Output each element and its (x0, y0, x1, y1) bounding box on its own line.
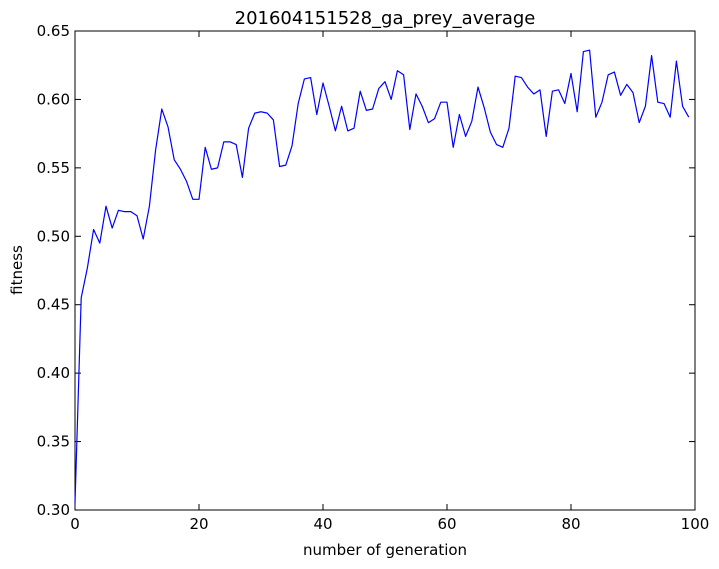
x-tick-label: 80 (561, 515, 580, 533)
y-tick-label: 0.60 (37, 90, 70, 108)
y-tick-label: 0.35 (37, 433, 70, 451)
axis-ticks (74, 30, 696, 511)
y-tick-label: 0.65 (37, 22, 70, 40)
x-tick-label: 20 (189, 515, 208, 533)
x-tick-label: 60 (437, 515, 456, 533)
chart-title: 201604151528_ga_prey_average (235, 8, 536, 29)
y-tick-label: 0.50 (37, 227, 70, 245)
y-tick-label: 0.45 (37, 296, 70, 314)
series-line (74, 49, 690, 504)
x-tick-label: 100 (681, 515, 710, 533)
y-tick-label: 0.55 (37, 159, 70, 177)
axis-tick-labels: 0 20 40 60 80 100 0.30 0.35 0.40 0.45 0.50 0.55 0.60… (37, 22, 710, 533)
y-axis-label: fitness (8, 245, 26, 295)
y-tick-label: 0.40 (37, 364, 70, 382)
x-axis-label: number of generation (303, 541, 467, 559)
x-tick-label: 0 (70, 515, 80, 533)
y-tick-label: 0.30 (37, 501, 70, 519)
x-tick-label: 40 (313, 515, 332, 533)
plot-area-frame (74, 30, 696, 511)
